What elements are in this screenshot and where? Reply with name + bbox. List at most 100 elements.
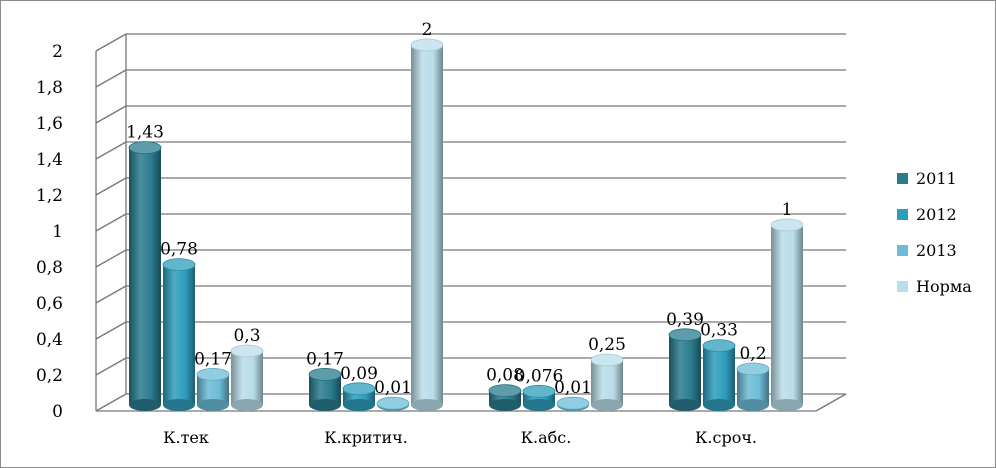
legend-label: Норма <box>916 277 972 296</box>
y-tick-label: 0,8 <box>36 258 63 278</box>
bar-top <box>410 38 444 52</box>
gridline-diagonal <box>95 105 127 124</box>
y-tick-label: 0,2 <box>36 366 63 386</box>
legend-swatch <box>897 209 908 220</box>
gridline-diagonal <box>95 357 127 376</box>
bar-Норма-К.критич. <box>410 38 444 411</box>
bar-body <box>771 225 803 405</box>
y-axis-ticks: 0 0,2 0,4 0,6 0,8 1 1,2 1,4 1,6 1,8 2 <box>36 42 63 422</box>
y-tick-label: 1,8 <box>36 78 63 98</box>
bar-top <box>196 367 230 381</box>
bar-2011-К.тек <box>128 141 162 411</box>
bar-top <box>522 384 556 398</box>
legend-label: 2011 <box>916 169 957 188</box>
bar-base <box>489 399 521 411</box>
bar-base <box>309 399 341 411</box>
bar-2012-К.абс. <box>522 384 556 411</box>
bar-base <box>343 399 375 411</box>
y-tick-label: 0 <box>52 402 63 422</box>
bar-body <box>129 147 161 405</box>
category-label: К.сроч. <box>695 428 757 447</box>
bar-base <box>231 399 263 411</box>
bar-base <box>163 399 195 411</box>
y-tick-label: 0,6 <box>36 294 63 314</box>
data-label: 0,78 <box>160 240 198 260</box>
bar-top <box>590 353 624 367</box>
floor-edge <box>815 393 847 412</box>
data-label: 0,076 <box>515 366 564 386</box>
gridline-diagonal <box>95 249 127 268</box>
data-label: 1 <box>782 200 793 220</box>
data-label: 0,01 <box>554 378 592 398</box>
grid <box>95 33 847 412</box>
bar-2013-К.критич. <box>376 396 410 411</box>
bar-2012-К.критич. <box>342 382 376 411</box>
gridline-diagonal <box>95 393 127 412</box>
legend-label: 2013 <box>916 241 957 260</box>
bar-top <box>668 328 702 342</box>
category-label: К.критич. <box>324 428 408 447</box>
bar-base <box>591 399 623 411</box>
legend-swatch <box>897 173 908 184</box>
bar-base <box>129 399 161 411</box>
data-label: 0,25 <box>588 335 626 355</box>
data-label: 0,17 <box>194 349 232 369</box>
data-label: 0,39 <box>666 310 704 330</box>
y-tick-label: 1 <box>52 222 63 242</box>
bar-top <box>556 396 590 410</box>
gridline-diagonal <box>95 285 127 304</box>
y-tick-label: 0,4 <box>36 330 63 350</box>
bar-top <box>702 339 736 353</box>
bar-base <box>197 399 229 411</box>
bar-base <box>411 399 443 411</box>
bar-top <box>230 344 264 358</box>
bar-top <box>376 396 410 410</box>
gridline-diagonal <box>95 213 127 232</box>
legend-swatch <box>897 281 908 292</box>
data-label: 1,43 <box>126 123 164 143</box>
data-labels: 1,430,780,170,30,170,090,0120,080,0760,0… <box>126 20 792 398</box>
bar-2012-К.сроч. <box>702 339 736 411</box>
data-label: 2 <box>422 20 433 40</box>
category-label: К.тек <box>163 428 209 447</box>
bar-2013-К.сроч. <box>736 362 770 411</box>
bar-body <box>163 264 195 405</box>
data-label: 0,3 <box>233 326 260 346</box>
gridline-diagonal <box>95 177 127 196</box>
bar-body <box>231 351 263 405</box>
bar-top <box>736 362 770 376</box>
bar-base <box>771 399 803 411</box>
bar-base <box>703 399 735 411</box>
legend-label: 2012 <box>916 205 957 224</box>
bar-Норма-К.тек <box>230 344 264 411</box>
data-label: 0,2 <box>739 344 766 364</box>
bar-top <box>342 382 376 396</box>
gridline-diagonal <box>95 69 127 88</box>
bar-2012-К.тек <box>162 258 196 411</box>
bar-2013-К.абс. <box>556 396 590 411</box>
gridline-diagonal <box>95 321 127 340</box>
data-label: 0,08 <box>486 366 524 386</box>
bar-Норма-К.абс. <box>590 353 624 411</box>
gridline-diagonal <box>95 33 127 52</box>
data-label: 0,01 <box>374 378 412 398</box>
x-axis-categories: К.тек К.критич. К.абс. К.сроч. <box>163 428 757 447</box>
category-label: К.абс. <box>521 428 572 447</box>
bar-2011-К.критич. <box>308 367 342 411</box>
y-tick-label: 1,6 <box>36 114 63 134</box>
bar-top <box>162 258 196 272</box>
bar-top <box>128 141 162 155</box>
bar-2011-К.абс. <box>488 384 522 411</box>
bar-body <box>411 45 443 405</box>
bar-body <box>703 345 735 405</box>
legend-swatch <box>897 245 908 256</box>
bar-body <box>591 360 623 405</box>
bar-top <box>488 384 522 398</box>
bars <box>128 38 804 411</box>
bar-body <box>669 334 701 405</box>
y-tick-label: 1,4 <box>36 150 63 170</box>
bar-base <box>523 399 555 411</box>
bar-top <box>308 367 342 381</box>
